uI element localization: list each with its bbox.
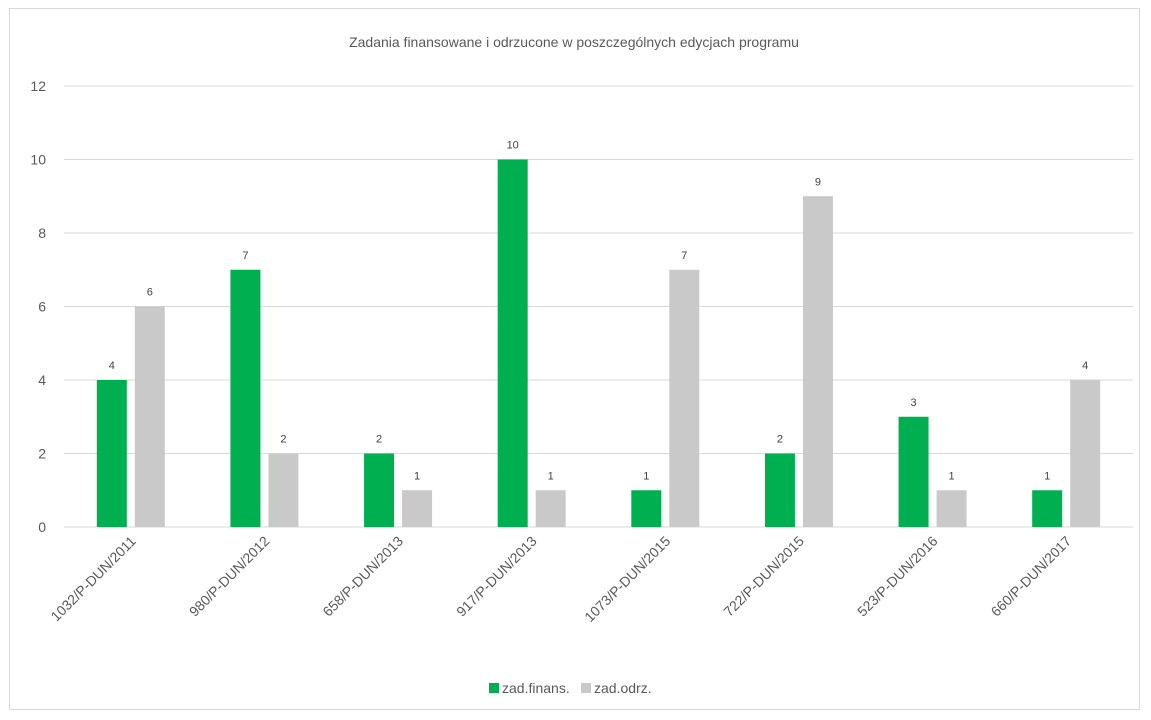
data-label: 1 xyxy=(949,470,955,482)
legend-swatch xyxy=(489,683,499,693)
y-tick-label: 10 xyxy=(30,152,46,168)
y-axis-ticks: 0 2 4 6 8 10 12 xyxy=(30,78,46,535)
y-tick-label: 2 xyxy=(38,446,46,462)
legend-label: zad.odrz. xyxy=(594,680,652,696)
y-tick-label: 8 xyxy=(38,225,46,241)
bar-funded xyxy=(497,159,528,527)
data-label: 7 xyxy=(681,250,687,262)
data-label: 1 xyxy=(643,470,649,482)
x-tick-label: 658/P-DUN/2013 xyxy=(319,533,406,620)
gridlines xyxy=(64,85,1133,528)
x-tick-label: 722/P-DUN/2015 xyxy=(720,533,807,620)
bar-rejected xyxy=(669,269,700,527)
data-label: 10 xyxy=(507,140,519,152)
data-label: 2 xyxy=(376,434,382,446)
y-tick-label: 0 xyxy=(38,519,46,535)
data-label: 7 xyxy=(242,250,248,262)
x-tick-label: 917/P-DUN/2013 xyxy=(453,533,540,620)
data-label: 1 xyxy=(1044,470,1050,482)
bar-funded xyxy=(764,453,795,527)
y-tick-label: 6 xyxy=(38,299,46,315)
data-label: 4 xyxy=(109,360,115,372)
x-tick-label: 523/P-DUN/2016 xyxy=(854,533,941,620)
y-tick-label: 12 xyxy=(30,78,46,94)
data-label: 2 xyxy=(777,434,783,446)
x-axis-labels: 1032/P-DUN/2011 980/P-DUN/2012 658/P-DUN/2… xyxy=(47,533,1074,625)
x-tick-label: 1073/P-DUN/2015 xyxy=(581,533,673,625)
bar-funded xyxy=(96,380,127,527)
x-tick-label: 1032/P-DUN/2011 xyxy=(47,533,139,625)
data-label: 3 xyxy=(911,397,917,409)
bar-rejected xyxy=(802,196,833,527)
chart-title: Zadania finansowane i odrzucone w poszcz… xyxy=(349,34,799,50)
legend-swatch xyxy=(581,683,591,693)
data-label: 9 xyxy=(815,176,821,188)
x-tick-label: 660/P-DUN/2017 xyxy=(988,533,1075,620)
bar-funded xyxy=(230,269,261,527)
bar-funded xyxy=(364,453,395,527)
data-label: 2 xyxy=(280,434,286,446)
bar-rejected xyxy=(268,453,299,527)
bars: 4 6 7 2 2 1 10 1 1 7 2 9 3 1 1 4 xyxy=(96,140,1101,527)
bar-rejected xyxy=(402,490,433,527)
data-label: 1 xyxy=(414,470,420,482)
bar-rejected xyxy=(134,306,165,527)
bar-rejected xyxy=(535,490,566,527)
data-label: 1 xyxy=(548,470,554,482)
legend-label: zad.finans. xyxy=(502,680,570,696)
data-label: 4 xyxy=(1082,360,1088,372)
legend: zad.finans. zad.odrz. xyxy=(489,680,652,696)
x-tick-label: 980/P-DUN/2012 xyxy=(186,533,273,620)
bar-rejected xyxy=(1070,380,1101,527)
chart-frame xyxy=(9,8,1140,710)
bar-funded xyxy=(1032,490,1063,527)
bar-rejected xyxy=(936,490,967,527)
bar-funded xyxy=(898,416,929,527)
data-label: 6 xyxy=(147,287,153,299)
y-tick-label: 4 xyxy=(38,372,46,388)
bar-funded xyxy=(631,490,662,527)
